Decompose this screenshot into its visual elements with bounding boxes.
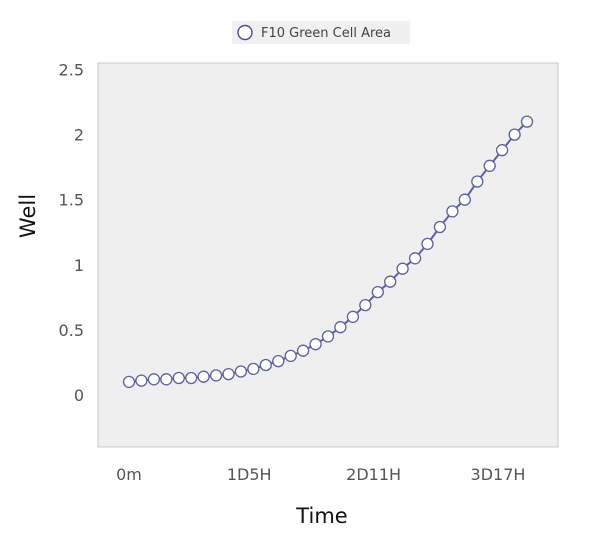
plot-area [97,62,559,448]
data-point[interactable] [135,374,148,387]
data-point[interactable] [384,275,397,288]
data-point[interactable] [520,115,534,128]
legend-label: F10 Green Cell Area [261,26,391,41]
data-point[interactable] [483,159,496,172]
y-tick-label: 1 [74,256,84,275]
data-point[interactable] [321,330,335,343]
data-point[interactable] [471,175,484,188]
data-point[interactable] [185,371,198,385]
data-point[interactable] [359,298,372,312]
data-point[interactable] [234,365,248,378]
data-point[interactable] [334,321,347,334]
data-point[interactable] [222,367,235,381]
y-tick-label: 0 [74,386,84,405]
x-tick-label: 2D11H [346,465,401,484]
data-point[interactable] [209,369,223,382]
x-tick-label: 3D17H [471,465,526,484]
x-tick-label: 1D5H [227,465,272,484]
data-point[interactable] [446,205,459,218]
data-point[interactable] [433,220,447,234]
data-point[interactable] [122,375,136,389]
data-point[interactable] [197,370,210,383]
y-tick-label: 2.5 [59,61,84,80]
data-point[interactable] [160,373,173,386]
data-point[interactable] [508,128,521,141]
data-point[interactable] [458,193,471,206]
legend-marker-icon [237,24,253,41]
legend-box [232,21,410,44]
data-point[interactable] [495,144,509,157]
data-point[interactable] [371,285,384,299]
y-tick-label: 1.5 [59,191,84,210]
data-point[interactable] [396,262,409,275]
legend[interactable]: F10 Green Cell Area [232,21,410,44]
data-point[interactable] [284,349,297,363]
data-point[interactable] [147,373,161,386]
data-point[interactable] [346,310,360,323]
data-point[interactable] [408,252,422,265]
y-axis-title: Well [16,194,40,238]
y-tick-label: 0.5 [59,321,84,340]
data-point[interactable] [259,358,272,372]
series-points [122,115,534,389]
x-tick-label: 0m [116,465,142,484]
x-axis-ticks: 0m 1D5H 2D11H 3D17H [116,465,525,484]
y-axis-ticks: 0 0.5 1 1.5 2 2.5 [59,61,84,405]
data-point[interactable] [272,354,285,368]
y-tick-label: 2 [74,126,84,145]
data-point[interactable] [172,371,185,385]
data-point[interactable] [421,237,434,251]
data-point[interactable] [296,344,310,357]
x-axis-title: Time [295,504,347,528]
data-point[interactable] [309,338,322,351]
data-point[interactable] [247,362,260,376]
